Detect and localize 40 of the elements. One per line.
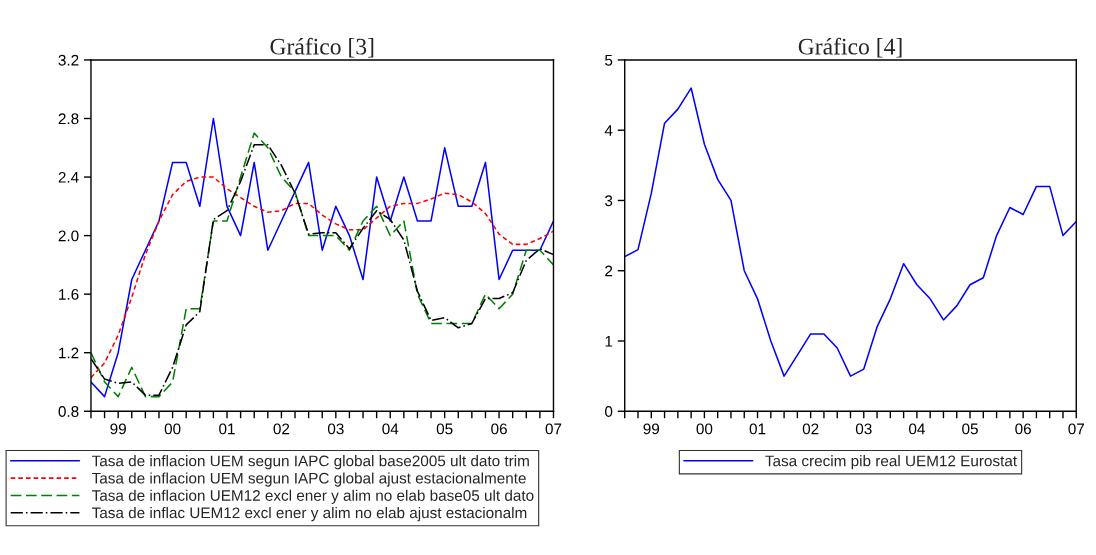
legend-label: Tasa de inflacion UEM segun IAPC global ajust estacionalmente <box>92 472 526 487</box>
y-tick-label: 1 <box>605 336 613 347</box>
chart-title: Gráfico [3] <box>270 37 374 58</box>
y-tick-label: 2.0 <box>58 230 79 242</box>
y-tick-label: 0 <box>605 406 613 417</box>
x-tick-label: 06 <box>491 423 507 435</box>
x-tick-label: 01 <box>219 423 235 435</box>
y-tick-label: 5 <box>605 54 613 66</box>
y-tick-label: 2.8 <box>58 113 79 125</box>
x-tick-label: 05 <box>962 423 978 435</box>
legend-label: Tasa de inflacion UEM12 excl ener y alim no elab base05 ult dato <box>92 489 534 504</box>
y-tick-label: 0.8 <box>58 406 79 417</box>
line-series <box>624 87 1077 377</box>
legend-label: Tasa de inflac UEM12 excl ener y alim no elab ajust estacionalm <box>92 506 527 522</box>
x-tick-label: 02 <box>273 423 290 435</box>
x-tick-label: 06 <box>1015 423 1031 435</box>
x-tick-label: 07 <box>545 423 562 435</box>
chart-title: Gráfico [4] <box>798 37 902 58</box>
x-tick-label: 01 <box>749 423 766 435</box>
y-tick-label: 3.2 <box>58 54 79 66</box>
x-tick-label: 02 <box>802 423 819 435</box>
x-tick-label: 04 <box>382 423 399 435</box>
x-tick-label: 07 <box>1068 423 1084 435</box>
legend-label: Tasa crecim pib real UEM12 Eurostat <box>765 455 1017 470</box>
x-tick-label: 00 <box>696 423 713 435</box>
x-tick-label: 04 <box>909 423 925 435</box>
x-tick-label: 00 <box>164 423 181 435</box>
y-tick-label: 1.6 <box>59 289 79 300</box>
y-tick-label: 4 <box>604 125 613 136</box>
y-tick-label: 1.2 <box>59 347 79 359</box>
x-tick-label: 99 <box>110 423 126 435</box>
x-tick-label: 03 <box>855 423 872 435</box>
y-tick-label: 2.4 <box>58 171 79 183</box>
line-series <box>90 176 554 379</box>
y-tick-label: 3 <box>605 195 613 207</box>
legend-label: Tasa de inflacion UEM segun IAPC global base2005 ult dato trim <box>92 455 529 470</box>
x-tick-label: 99 <box>643 423 660 435</box>
x-tick-label: 05 <box>436 423 453 435</box>
y-tick-label: 2 <box>605 265 613 277</box>
x-tick-label: 03 <box>327 423 344 435</box>
